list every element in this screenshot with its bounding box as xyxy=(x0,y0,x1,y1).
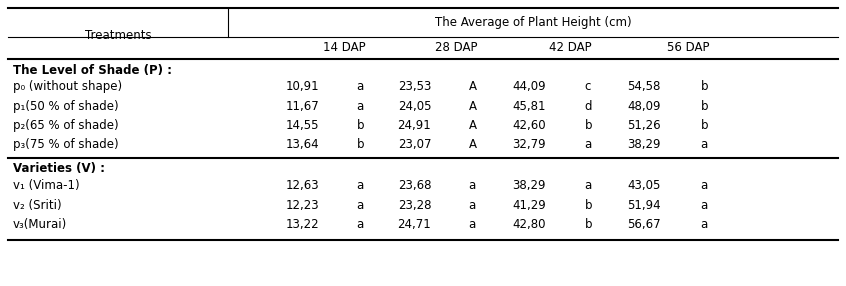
Text: 23,28: 23,28 xyxy=(398,199,431,212)
Text: a: a xyxy=(357,80,364,94)
Text: 23,68: 23,68 xyxy=(398,179,431,192)
Text: A: A xyxy=(469,80,476,94)
Text: 51,94: 51,94 xyxy=(628,199,661,212)
Text: a: a xyxy=(700,218,708,231)
Text: p₃(75 % of shade): p₃(75 % of shade) xyxy=(13,138,118,151)
Text: a: a xyxy=(357,199,364,212)
Text: a: a xyxy=(357,179,364,192)
Text: b: b xyxy=(700,119,708,132)
Text: 38,29: 38,29 xyxy=(628,138,661,151)
Text: p₀ (without shape): p₀ (without shape) xyxy=(13,80,122,94)
Text: b: b xyxy=(585,218,592,231)
Text: 28 DAP: 28 DAP xyxy=(435,41,477,54)
Text: 45,81: 45,81 xyxy=(512,100,546,112)
Text: a: a xyxy=(357,218,364,231)
Text: 48,09: 48,09 xyxy=(628,100,661,112)
Text: 38,29: 38,29 xyxy=(512,179,546,192)
Text: a: a xyxy=(700,199,708,212)
Text: 14 DAP: 14 DAP xyxy=(323,41,365,54)
Text: The Average of Plant Height (cm): The Average of Plant Height (cm) xyxy=(435,16,631,29)
Text: 51,26: 51,26 xyxy=(628,119,661,132)
Text: Treatments: Treatments xyxy=(85,29,151,41)
Text: v₃(Murai): v₃(Murai) xyxy=(13,218,67,231)
Text: 43,05: 43,05 xyxy=(628,179,661,192)
Text: Varieties (V) :: Varieties (V) : xyxy=(13,162,105,175)
Text: 41,29: 41,29 xyxy=(512,199,546,212)
Text: 44,09: 44,09 xyxy=(512,80,546,94)
Text: 12,63: 12,63 xyxy=(286,179,319,192)
Text: 42,60: 42,60 xyxy=(512,119,546,132)
Text: b: b xyxy=(357,119,364,132)
Text: 11,67: 11,67 xyxy=(286,100,319,112)
Text: v₁ (Vima-1): v₁ (Vima-1) xyxy=(13,179,80,192)
Text: 12,23: 12,23 xyxy=(286,199,319,212)
Text: 23,07: 23,07 xyxy=(398,138,431,151)
Text: 56 DAP: 56 DAP xyxy=(667,41,710,54)
Text: b: b xyxy=(357,138,364,151)
Text: 24,71: 24,71 xyxy=(398,218,431,231)
Text: p₂(65 % of shade): p₂(65 % of shade) xyxy=(13,119,118,132)
Text: A: A xyxy=(469,100,476,112)
Text: a: a xyxy=(469,179,475,192)
Text: 24,91: 24,91 xyxy=(398,119,431,132)
Text: The Level of Shade (P) :: The Level of Shade (P) : xyxy=(13,64,172,77)
Text: 54,58: 54,58 xyxy=(628,80,661,94)
Text: 42,80: 42,80 xyxy=(512,218,546,231)
Text: a: a xyxy=(469,218,475,231)
Text: 13,22: 13,22 xyxy=(286,218,319,231)
Text: b: b xyxy=(585,119,592,132)
Text: b: b xyxy=(585,199,592,212)
Text: A: A xyxy=(469,138,476,151)
Text: a: a xyxy=(585,138,592,151)
Text: 42 DAP: 42 DAP xyxy=(549,41,592,54)
Text: 32,79: 32,79 xyxy=(512,138,546,151)
Text: 24,05: 24,05 xyxy=(398,100,431,112)
Text: d: d xyxy=(585,100,592,112)
Text: a: a xyxy=(585,179,592,192)
Text: b: b xyxy=(700,80,708,94)
Text: 56,67: 56,67 xyxy=(628,218,661,231)
Text: b: b xyxy=(700,100,708,112)
Text: c: c xyxy=(585,80,591,94)
Text: 14,55: 14,55 xyxy=(286,119,319,132)
Text: a: a xyxy=(700,138,708,151)
Text: 10,91: 10,91 xyxy=(286,80,319,94)
Text: 23,53: 23,53 xyxy=(398,80,431,94)
Text: 13,64: 13,64 xyxy=(286,138,319,151)
Text: a: a xyxy=(700,179,708,192)
Text: a: a xyxy=(469,199,475,212)
Text: p₁(50 % of shade): p₁(50 % of shade) xyxy=(13,100,118,112)
Text: v₂ (Sriti): v₂ (Sriti) xyxy=(13,199,61,212)
Text: a: a xyxy=(357,100,364,112)
Text: A: A xyxy=(469,119,476,132)
